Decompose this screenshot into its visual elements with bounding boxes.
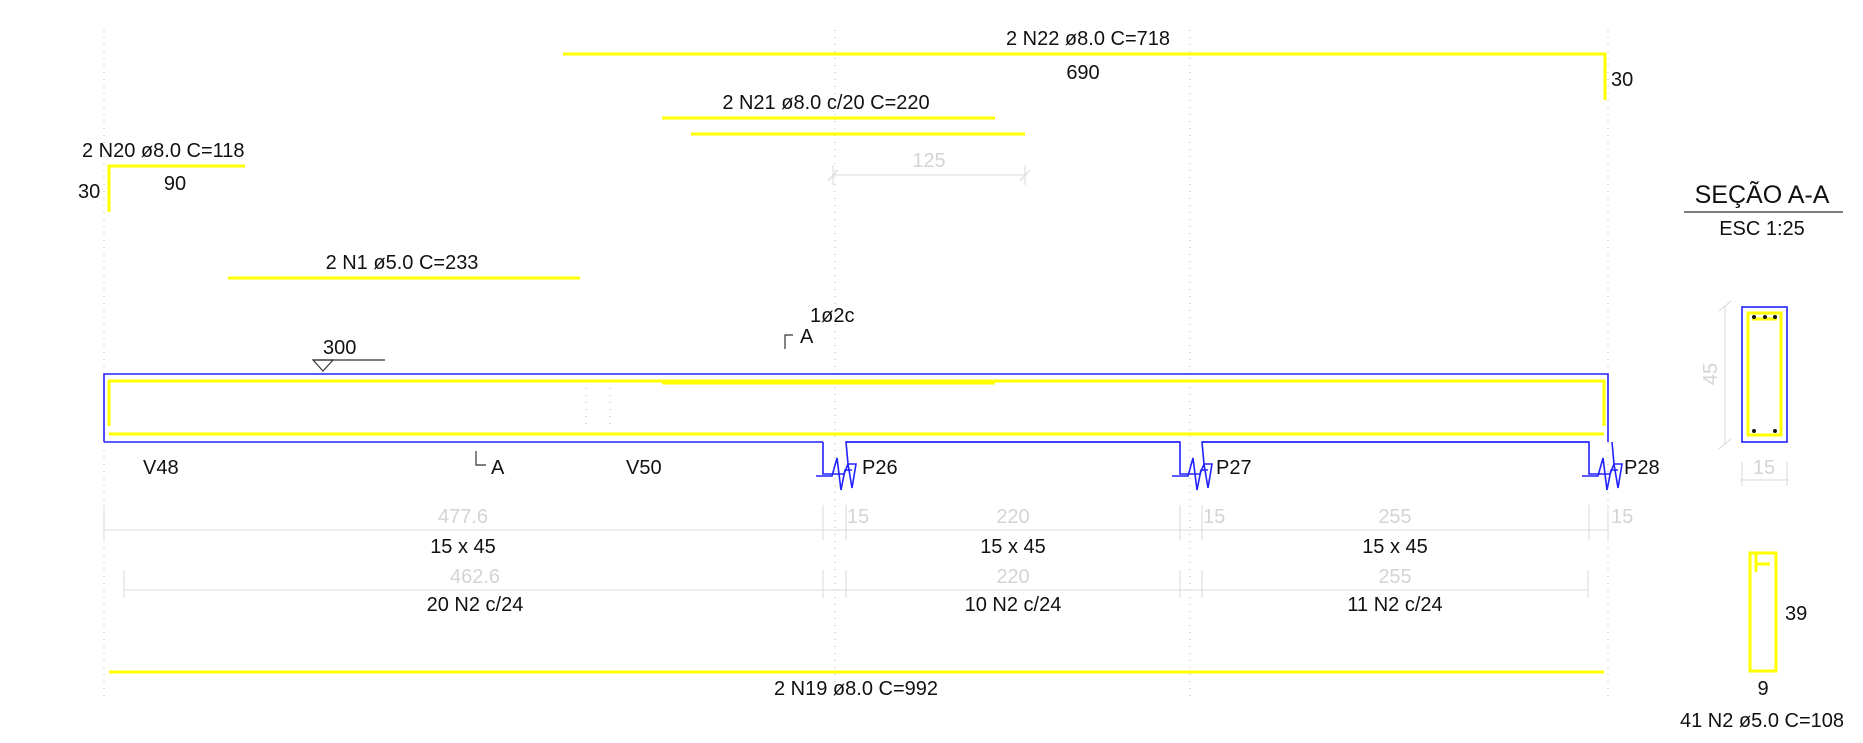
section-cut-bottom-letter: A [491, 457, 505, 479]
span-1-length: 477.6 [438, 506, 488, 528]
span-2-stirrup-length: 220 [996, 566, 1029, 588]
section-height: 45 [1700, 363, 1722, 385]
bar-n22-label: 2 N22 ø8.0 C=718 [1006, 28, 1170, 50]
bar-n1: 2 N1 ø5.0 C=233 [228, 252, 580, 280]
span-3-section: 15 x 45 [1362, 536, 1428, 558]
support-label-p26: P26 [862, 457, 898, 479]
span-2-stirrups: 10 N2 c/24 [965, 594, 1062, 616]
support-label-v50: V50 [626, 457, 662, 479]
level-mark-value: 300 [323, 337, 356, 359]
section-concrete-outline [1741, 306, 1788, 443]
span-1-section: 15 x 45 [430, 536, 496, 558]
span-1-stirrup-length: 462.6 [450, 566, 500, 588]
bar-n22-length: 690 [1066, 62, 1099, 84]
bar-n22-line [563, 52, 1607, 100]
level-mark: 300 [311, 337, 385, 372]
section-cut-top-note: 1ø2c [810, 305, 854, 327]
stirrup-n2-shape [1748, 551, 1778, 673]
section-scale: ESC 1:25 [1719, 218, 1805, 240]
stirrup-n2-height: 39 [1785, 603, 1807, 625]
section-title: SEÇÃO A-A [1695, 180, 1830, 209]
span-1-stirrups: 20 N2 c/24 [427, 594, 524, 616]
span-1-support-width: 15 [847, 506, 869, 528]
bar-n21: 2 N21 ø8.0 c/20 C=220 125 [662, 92, 1031, 185]
support-label-p27: P27 [1216, 457, 1252, 479]
span-2-section: 15 x 45 [980, 536, 1046, 558]
support-label-v48: V48 [143, 457, 179, 479]
section-width: 15 [1753, 457, 1775, 479]
section-cut-bottom: A [475, 451, 505, 479]
support-label-p28: P28 [1624, 457, 1660, 479]
stirrup-n2-width: 9 [1757, 678, 1768, 700]
span-2-support-width: 15 [1203, 506, 1225, 528]
stirrup-n2-detail: 39 9 41 N2 ø5.0 C=108 [1680, 551, 1844, 732]
support-labels: V48 V50 P26 P27 P28 [143, 457, 1660, 479]
span-dimensions: 477.6 15 220 15 255 15 15 x 45 15 x 45 1… [103, 505, 1633, 558]
span-2-length: 220 [996, 506, 1029, 528]
bar-n21-dimension [827, 165, 1031, 185]
beam-outline [822, 441, 1623, 489]
bar-n21-label: 2 N21 ø8.0 c/20 C=220 [722, 92, 929, 114]
section-cut-top: A 1ø2c [784, 305, 854, 349]
span-3-support-width: 15 [1611, 506, 1633, 528]
bar-n20-label: 2 N20 ø8.0 C=118 [82, 140, 245, 162]
bar-n1-label: 2 N1 ø5.0 C=233 [326, 252, 479, 274]
span-3-stirrups: 11 N2 c/24 [1347, 594, 1442, 616]
bar-n19-label: 2 N19 ø8.0 C=992 [774, 678, 938, 700]
section-aa: SEÇÃO A-A ESC 1:25 45 15 [1684, 180, 1843, 486]
beam-outline-main [103, 373, 1609, 443]
section-cut-top-letter: A [800, 326, 814, 348]
beam-elevation [103, 373, 1623, 491]
stirrup-outline [107, 379, 1606, 426]
bar-n21-length: 125 [912, 150, 945, 172]
bar-n22: 2 N22 ø8.0 C=718 690 30 [563, 28, 1633, 100]
bar-n20-hook: 30 [78, 181, 100, 203]
bar-n19: 2 N19 ø8.0 C=992 [109, 670, 1604, 700]
section-stirrup [1746, 311, 1783, 437]
bar-n22-hook: 30 [1611, 69, 1633, 91]
bar-n20: 2 N20 ø8.0 C=118 90 30 [78, 140, 245, 212]
span-3-length: 255 [1378, 506, 1411, 528]
stirrup-distribution: 462.6 220 255 20 N2 c/24 10 N2 c/24 11 N… [123, 566, 1589, 616]
stirrup-n2-label: 41 N2 ø5.0 C=108 [1680, 710, 1844, 732]
span-3-stirrup-length: 255 [1378, 566, 1411, 588]
bar-n20-length: 90 [164, 173, 186, 195]
bar-n20-line [107, 164, 245, 212]
